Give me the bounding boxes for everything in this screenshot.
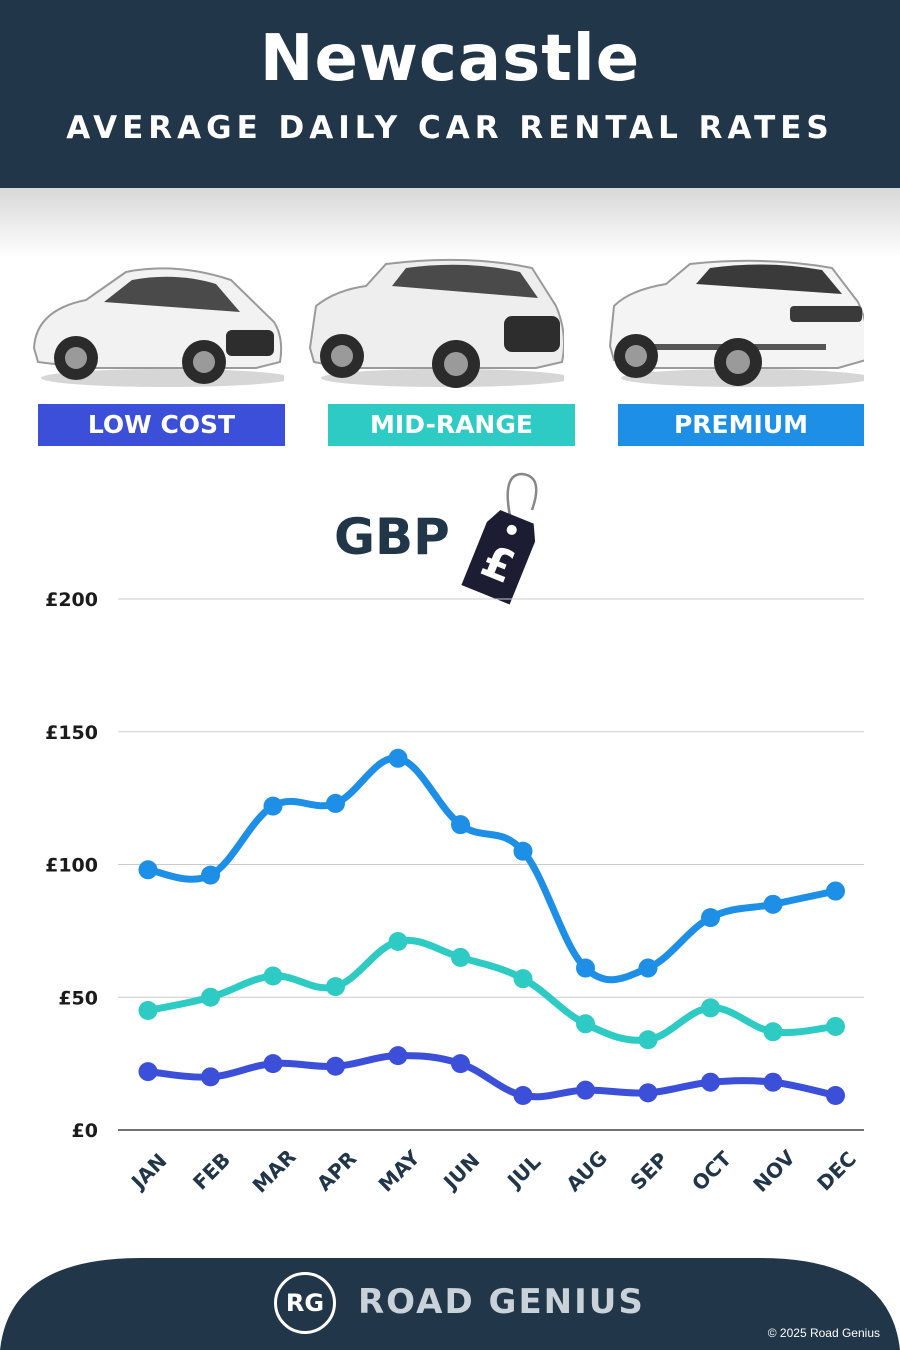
data-point-low-cost <box>763 1072 783 1092</box>
luxury-suv-car-icon <box>608 259 864 387</box>
x-tick-label: FEB <box>188 1148 235 1195</box>
data-point-low-cost <box>701 1072 720 1092</box>
data-point-mid-range <box>638 1030 658 1050</box>
series-line-premium <box>144 754 839 984</box>
x-tick-label: JAN <box>125 1149 171 1195</box>
data-point-mid-range <box>451 947 470 967</box>
x-tick-label: NOV <box>748 1145 800 1197</box>
data-point-mid-range <box>763 1022 783 1042</box>
category-label-low-cost: LOW COST <box>38 404 285 446</box>
data-point-low-cost <box>826 1085 845 1105</box>
currency-label: GBP <box>334 508 450 566</box>
header-shadow <box>0 188 900 258</box>
copyright-text: © 2025 Road Genius <box>767 1326 880 1340</box>
data-point-low-cost <box>513 1085 533 1105</box>
data-point-premium <box>576 958 595 978</box>
data-point-low-cost <box>138 1062 158 1082</box>
y-tick-label: £0 <box>72 1120 98 1142</box>
series-line-low-cost <box>144 1052 839 1101</box>
data-point-mid-range <box>701 998 720 1018</box>
data-point-low-cost <box>388 1046 408 1066</box>
data-point-premium <box>201 865 220 885</box>
data-point-mid-range <box>326 977 345 997</box>
y-tick-label: £150 <box>45 722 98 744</box>
category-label-premium: PREMIUM <box>618 404 864 446</box>
data-point-low-cost <box>201 1067 220 1087</box>
data-point-premium <box>263 796 283 816</box>
page-subtitle: AVERAGE DAILY CAR RENTAL RATES <box>66 110 834 146</box>
y-tick-label: £50 <box>58 987 98 1009</box>
data-point-mid-range <box>138 1001 158 1021</box>
footer <box>0 1258 900 1350</box>
suv-car-icon <box>308 258 564 388</box>
data-point-mid-range <box>201 987 220 1007</box>
data-point-mid-range <box>576 1014 595 1034</box>
road-genius-logo-icon: RG <box>274 1272 336 1334</box>
data-point-mid-range <box>263 966 283 986</box>
data-point-premium <box>388 748 408 768</box>
data-point-premium <box>638 958 658 978</box>
data-point-low-cost <box>638 1083 658 1103</box>
x-tick-label: APR <box>312 1146 361 1195</box>
data-point-mid-range <box>388 931 408 951</box>
x-tick-label: MAR <box>248 1145 301 1198</box>
data-point-low-cost <box>263 1054 283 1074</box>
x-tick-label: DEC <box>812 1147 861 1196</box>
data-point-low-cost <box>326 1056 345 1076</box>
data-point-low-cost <box>576 1080 595 1100</box>
data-point-premium <box>138 860 158 880</box>
rental-rate-chart: £200 £150 £100 £50 £0 JAN FEB MAR APR MAY JUN JUL A… <box>45 589 864 1198</box>
brand-name: ROAD GENIUS <box>358 1282 645 1322</box>
x-tick-label: AUG <box>561 1146 612 1197</box>
x-tick-label: OCT <box>687 1146 736 1195</box>
header-banner: Newcastle AVERAGE DAILY CAR RENTAL RATES <box>0 0 900 188</box>
y-tick-label: £200 <box>45 589 98 611</box>
data-point-premium <box>451 815 470 835</box>
data-point-mid-range <box>826 1016 845 1036</box>
price-tag-icon: £ <box>461 472 538 605</box>
x-tick-label: JUL <box>501 1150 545 1194</box>
data-point-premium <box>326 793 345 813</box>
series-line-mid-range <box>144 936 839 1044</box>
category-label-mid-range: MID-RANGE <box>328 404 575 446</box>
data-point-premium <box>513 841 533 861</box>
hatchback-car-icon <box>32 267 284 387</box>
x-tick-label: JUN <box>437 1148 484 1195</box>
y-tick-label: £100 <box>45 855 98 877</box>
data-point-premium <box>763 894 783 914</box>
x-tick-label: SEP <box>625 1147 672 1194</box>
x-tick-label: MAY <box>374 1145 425 1196</box>
data-point-low-cost <box>451 1054 470 1074</box>
data-point-premium <box>826 881 845 901</box>
data-point-mid-range <box>513 969 533 989</box>
data-point-premium <box>701 908 720 928</box>
page-title: Newcastle <box>259 22 641 96</box>
